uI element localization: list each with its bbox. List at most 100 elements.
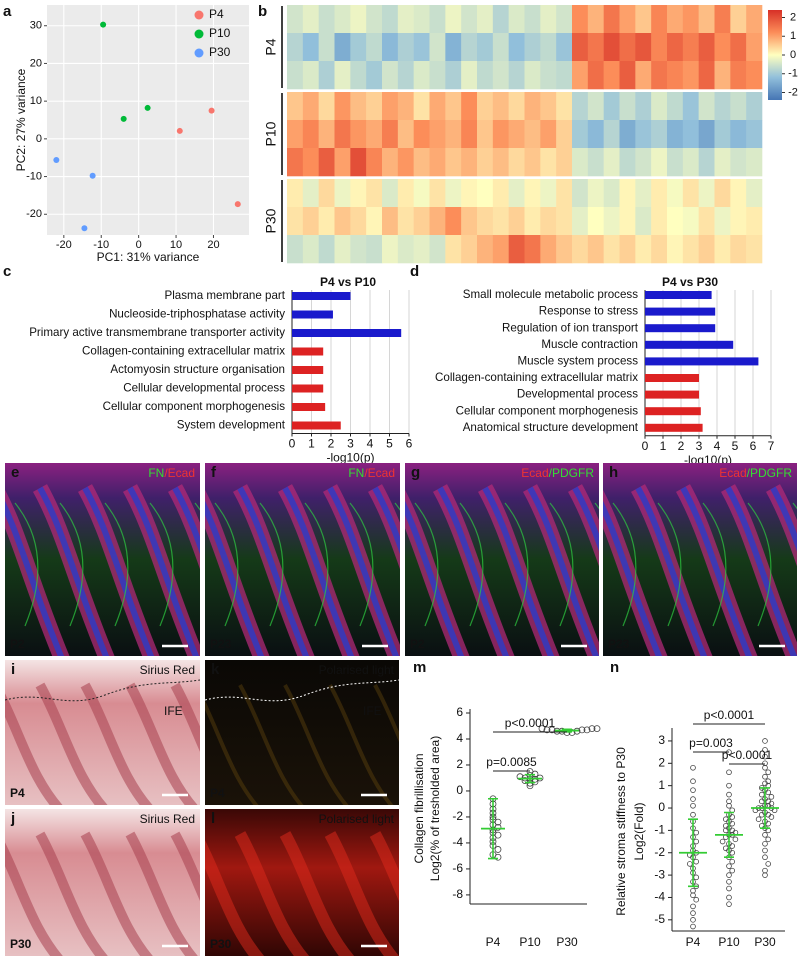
bar [292,403,326,411]
point [690,796,696,802]
heat-cell [429,179,446,208]
bar [645,324,716,333]
heat-cell [366,235,383,264]
tissue-strand [5,500,65,656]
heat-cell [587,120,604,149]
fibre [259,502,284,627]
point [144,104,151,111]
x-tick-label: P10 [718,935,740,949]
heat-cell [302,33,319,62]
category-label: Nucleoside-triphosphatase activity [109,308,285,321]
x-tick-label: 1 [308,437,315,451]
point [758,798,765,805]
heat-cell [540,33,557,62]
heat-cell [714,235,731,264]
heat-cell [524,92,541,121]
bar [645,340,734,349]
heat-cell [492,120,509,149]
x-tick-label: 3 [347,437,354,451]
point [543,726,551,734]
x-tick-label: P4 [686,935,701,949]
x-tick-label: 0 [642,439,649,453]
heat-cell [524,61,541,90]
heat-cell [572,207,589,236]
heat-cell [397,148,414,177]
heat-cell [714,207,731,236]
y-tick-label: 0 [36,133,42,145]
heat-cell [635,92,652,121]
heat-cell [477,179,494,208]
stain-part: Ecad [521,466,548,480]
image-title: Sirius Red [140,663,195,677]
heat-cell [334,148,351,177]
significance-label: p<0.0001 [505,716,556,730]
heat-cell [508,33,525,62]
heat-cell [746,148,763,177]
fibre [612,502,637,627]
chart-title: P4 vs P30 [662,275,718,289]
tissue-strand [327,486,400,656]
heat-cell [508,235,525,264]
bar [292,421,341,430]
heat-cell [429,5,446,34]
tissue-strand [635,486,708,656]
heat-cell [461,33,478,62]
heat-cell [524,33,541,62]
heat-cell [318,5,335,34]
category-label: Small molecule metabolic process [463,288,638,301]
heat-cell [667,179,684,208]
heat-cell [445,92,462,121]
heat-cell [287,61,304,90]
heat-cell [667,120,684,149]
heat-cell [556,207,573,236]
chart-title: P4 vs P10 [320,275,376,289]
heat-cell [635,207,652,236]
tissue-strand [324,831,399,956]
x-tick-label: 4 [714,439,721,453]
micrograph: h Ecad/PDGFR P23 [603,463,797,656]
time-label: P23 [210,637,232,651]
heat-cell [698,61,715,90]
point [690,787,696,793]
heat-cell [397,207,414,236]
point [583,726,591,734]
heat-cell [603,33,620,62]
heat-cell [651,179,668,208]
heat-cell [603,179,620,208]
point [726,872,732,878]
heat-cell [714,5,731,34]
heat-cell [698,33,715,62]
heat-cell [524,179,541,208]
heat-cell [667,5,684,34]
micrograph: g Ecad/PDGFR P2 [405,463,599,656]
y-tick-label: -5 [654,912,665,926]
point [765,861,771,867]
heat-cell [334,5,351,34]
heat-cell [302,61,319,90]
heat-cell [397,120,414,149]
heat-cell [714,120,731,149]
point [208,107,215,114]
point [693,874,699,881]
stain-part: /Ecad [364,466,395,480]
heat-cell [366,61,383,90]
heat-cell [445,235,462,264]
heat-cell [730,5,747,34]
heat-cell [730,120,747,149]
fibre [214,502,239,627]
tissue-strand [527,486,599,656]
heat-cell [556,33,573,62]
heat-cell [572,61,589,90]
heat-cell [287,207,304,236]
heat-cell [556,148,573,177]
y-tick-label: -10 [26,170,42,182]
heat-cell [445,5,462,34]
tissue-strand [238,684,304,805]
heat-cell [698,5,715,34]
heat-cell [413,179,430,208]
heat-cell [382,120,399,149]
time-label: P30 [210,937,232,951]
colorbar-tick-label: 2 [790,11,796,23]
heat-cell [508,92,525,121]
